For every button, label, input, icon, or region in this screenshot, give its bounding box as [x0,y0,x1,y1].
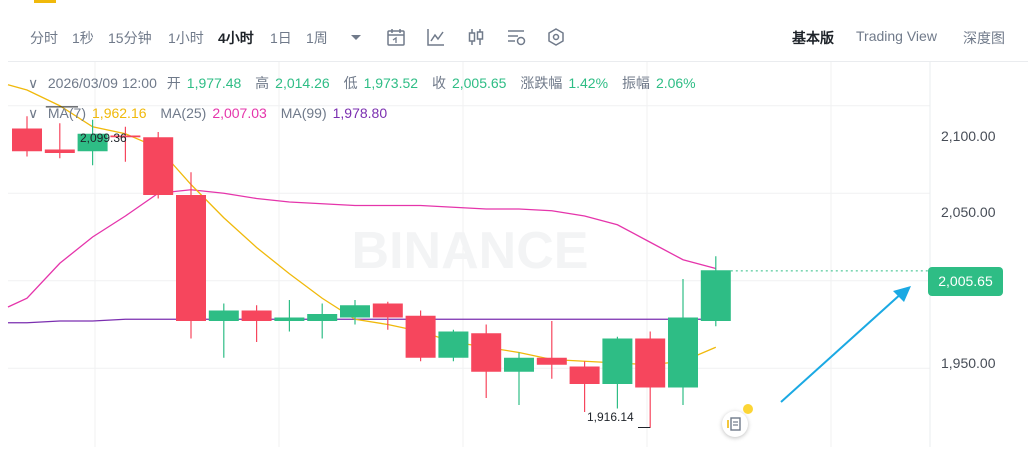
high-price-marker: 2,099.36 [80,131,127,145]
candle-up [700,270,731,321]
candle-down [12,128,42,152]
candle-up [668,317,698,388]
view-basic-tab[interactable]: 基本版 [792,30,834,46]
candle-down [372,303,403,318]
price-axis-label: 2,100.00 [941,128,996,144]
amplitude-value: 2.06% [655,75,696,91]
candle-down [569,366,600,384]
ohlc-info-row: ∨ 2026/03/09 12:00 开 1,977.48 高 2,014.26 低… [28,73,706,93]
interval-tab-4h[interactable]: 4小时 [218,30,254,46]
ma25-label: MA(25) [160,105,207,121]
interval-tab-1w[interactable]: 1周 [306,30,328,46]
interval-tab-15m[interactable]: 15分钟 [108,30,152,46]
settings-hex-icon[interactable] [545,26,567,48]
candle-up [504,357,534,372]
notification-dot [743,404,753,414]
annotation-arrow-head [893,286,911,302]
candle-down [241,310,272,321]
candle-up [274,317,305,321]
active-tab-indicator [34,0,56,3]
candle-down [110,135,141,138]
candle-down [471,333,502,372]
candle-down [635,338,666,388]
ma7-label: MA(7) [47,105,87,121]
ma25-value: 2,007.03 [212,105,267,121]
close-label: 收 [431,75,446,91]
change-label: 涨跌幅 [520,75,563,91]
change-value: 1.42% [568,75,609,91]
low-label: 低 [343,75,358,91]
candle-up [438,331,469,358]
ma99-value: 1,978.80 [332,105,388,121]
candle-up [77,133,108,152]
candle-down [44,149,75,153]
ma25-line [7,189,716,308]
candle-type-icon[interactable] [465,26,487,48]
draw-line-icon[interactable] [425,26,447,48]
low-value: 1,973.52 [363,75,419,91]
interval-tab-1s[interactable]: 1秒 [72,30,94,46]
candle-down [176,195,206,321]
notes-button[interactable] [722,411,748,437]
current-price-tag: 2,005.65 [928,267,1003,296]
view-tradingview-tab[interactable]: Trading View [856,28,937,44]
open-label: 开 [166,75,181,91]
ma-info-row: ∨ MA(7) 1,962.16 MA(25) 2,007.03 MA(99) 1,9… [28,105,387,122]
candle-up [340,305,370,318]
price-axis-label: 1,950.00 [941,355,996,371]
ma99-label: MA(99) [280,105,327,121]
low-price-marker: 1,916.14 [587,410,634,424]
view-depth-tab[interactable]: 深度图 [963,30,1005,46]
candle-down [405,315,436,358]
annotation-arrow-line [780,291,904,403]
close-value: 2,005.65 [451,75,507,91]
ma-collapse-chevron-icon[interactable]: ∨ [28,105,39,121]
amplitude-label: 振幅 [621,75,650,91]
collapse-chevron-icon[interactable]: ∨ [28,75,39,91]
high-label: 高 [255,75,270,91]
candle-down [536,357,567,365]
notes-icon [727,417,741,431]
chart-toolbar: 分时 1秒 15分钟 1小时 4小时 1日 1周 基本版 Trading Vie… [0,22,1035,54]
price-axis-label: 2,050.00 [941,204,996,220]
interval-tab-1d[interactable]: 1日 [270,30,292,46]
high-value: 2,014.26 [275,75,330,91]
open-value: 1,977.48 [186,75,242,91]
candle-up [307,314,338,321]
candle-up [208,310,239,321]
ohlc-date: 2026/03/09 12:00 [47,75,157,91]
binance-watermark: BINANCE [352,222,589,280]
ma7-value: 1,962.16 [92,105,147,121]
calendar-icon[interactable] [385,26,407,48]
indicators-icon[interactable] [505,26,527,48]
candle-down [143,137,174,195]
candle-up [602,338,633,384]
toolbar-divider [8,61,1028,62]
interval-tab-1h[interactable]: 1小时 [168,30,204,46]
interval-tab-time[interactable]: 分时 [30,30,58,46]
chevron-down-icon[interactable] [345,26,367,48]
